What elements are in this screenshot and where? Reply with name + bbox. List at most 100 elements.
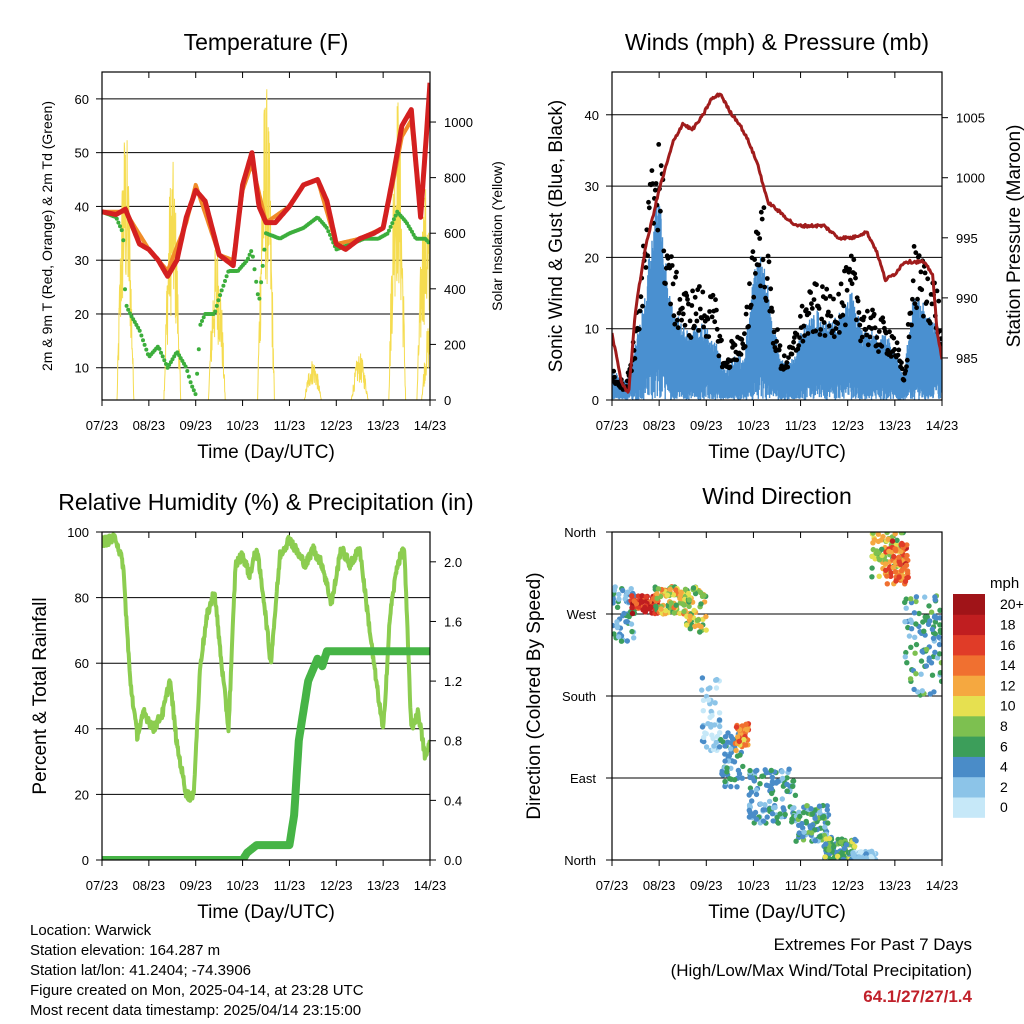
direction-point bbox=[825, 820, 831, 826]
gust-point bbox=[658, 208, 663, 214]
direction-point bbox=[701, 592, 707, 598]
direction-point bbox=[893, 541, 899, 547]
plot-frame bbox=[611, 531, 943, 861]
colorbar-label: 8 bbox=[1000, 718, 1008, 734]
gust-point bbox=[742, 331, 747, 337]
gust-point bbox=[756, 262, 762, 268]
direction-point bbox=[923, 646, 930, 653]
colorbar-label: 16 bbox=[1000, 637, 1016, 653]
pressure-line bbox=[612, 92, 942, 394]
direction-point bbox=[896, 574, 902, 580]
direction-point bbox=[826, 835, 833, 842]
direction-point bbox=[831, 843, 837, 850]
gust-point bbox=[936, 298, 942, 304]
gust-point bbox=[819, 316, 824, 322]
chart-panel-2: Relative Humidity (%) & Precipitation (i… bbox=[30, 489, 474, 923]
colorbar-swatch bbox=[953, 695, 985, 717]
y2-axis-label: Station Pressure (Maroon) bbox=[1004, 125, 1024, 348]
recent-timestamp: Most recent data timestamp: 2025/04/14 2… bbox=[30, 1002, 362, 1019]
direction-point bbox=[691, 607, 697, 614]
gust-point bbox=[831, 334, 837, 340]
direction-point bbox=[916, 610, 922, 617]
direction-point bbox=[703, 744, 710, 750]
y2-tick-label: 1.2 bbox=[444, 674, 462, 689]
x-tick-label: 11/23 bbox=[785, 878, 817, 893]
gust-point bbox=[849, 281, 855, 287]
chart-panel-0: Temperature (F) Time (Day/UTC) 10 20 30 40 50 6… bbox=[39, 29, 505, 463]
dewpoint-point bbox=[221, 283, 226, 288]
x-tick-label: 10/23 bbox=[226, 878, 259, 893]
direction-point bbox=[734, 784, 740, 790]
gust-point bbox=[640, 303, 645, 309]
x-tick-label: 13/23 bbox=[367, 878, 400, 893]
dewpoint-point bbox=[426, 240, 430, 245]
gust-point bbox=[870, 307, 875, 313]
direction-point bbox=[908, 596, 914, 602]
direction-point bbox=[743, 742, 749, 748]
gust-point bbox=[863, 327, 869, 332]
gust-point bbox=[759, 216, 765, 222]
dewpoint-point bbox=[188, 380, 193, 385]
station-location: Location: Warwick bbox=[30, 922, 152, 939]
direction-point bbox=[716, 717, 723, 723]
gust-point bbox=[828, 313, 834, 319]
gust-point bbox=[636, 326, 642, 332]
direction-point bbox=[869, 553, 876, 560]
direction-point bbox=[757, 781, 763, 787]
direction-point bbox=[905, 574, 911, 581]
direction-point bbox=[747, 767, 753, 774]
direction-point bbox=[821, 813, 827, 820]
direction-point bbox=[927, 618, 933, 624]
gust-point bbox=[739, 337, 745, 342]
gust-point bbox=[809, 306, 815, 311]
gust-point bbox=[906, 334, 912, 340]
gust-point bbox=[750, 249, 756, 255]
gust-point bbox=[851, 257, 857, 263]
gust-point bbox=[797, 335, 802, 340]
direction-point bbox=[932, 649, 938, 655]
gust-point bbox=[751, 294, 757, 300]
gust-point bbox=[909, 322, 914, 328]
direction-point bbox=[643, 594, 649, 600]
dewpoint-point bbox=[249, 249, 254, 254]
dewpoint-point bbox=[121, 238, 126, 243]
gust-point bbox=[871, 311, 877, 317]
gust-point bbox=[674, 269, 679, 275]
direction-point bbox=[852, 836, 858, 843]
gust-point bbox=[669, 263, 675, 268]
dewpoint-point bbox=[198, 322, 203, 327]
gust-point bbox=[854, 317, 859, 323]
dewpoint-point bbox=[118, 224, 122, 229]
gust-point bbox=[692, 294, 698, 300]
gust-point bbox=[697, 306, 703, 312]
plot-frame bbox=[101, 71, 431, 401]
chart-title: Winds (mph) & Pressure (mb) bbox=[625, 29, 929, 55]
direction-point bbox=[886, 548, 892, 555]
gust-point bbox=[836, 291, 841, 297]
direction-point bbox=[792, 792, 799, 798]
colorbar-swatch bbox=[953, 715, 985, 737]
direction-point bbox=[629, 628, 635, 635]
y2-axis-label: Solar Insolation (Yellow) bbox=[489, 161, 505, 311]
direction-point bbox=[753, 787, 759, 793]
dewpoint-point bbox=[252, 267, 257, 272]
colorbar-title: mph bbox=[990, 575, 1019, 592]
gust-point bbox=[716, 353, 722, 359]
direction-point bbox=[913, 594, 920, 600]
dewpoint-point bbox=[124, 303, 129, 308]
direction-point bbox=[918, 658, 925, 664]
direction-point bbox=[699, 724, 706, 730]
y-tick-label: 80 bbox=[75, 591, 89, 606]
direction-point bbox=[774, 814, 780, 821]
gust-point bbox=[800, 338, 806, 344]
gust-point bbox=[712, 319, 718, 325]
dewpoint-point bbox=[250, 254, 255, 259]
direction-point bbox=[690, 585, 697, 591]
direction-point bbox=[625, 589, 631, 595]
gust-point bbox=[771, 329, 777, 335]
gust-point bbox=[901, 377, 907, 383]
gust-point bbox=[910, 278, 916, 284]
gust-point bbox=[790, 345, 796, 351]
direction-point bbox=[892, 547, 899, 553]
gust-point bbox=[816, 306, 822, 311]
